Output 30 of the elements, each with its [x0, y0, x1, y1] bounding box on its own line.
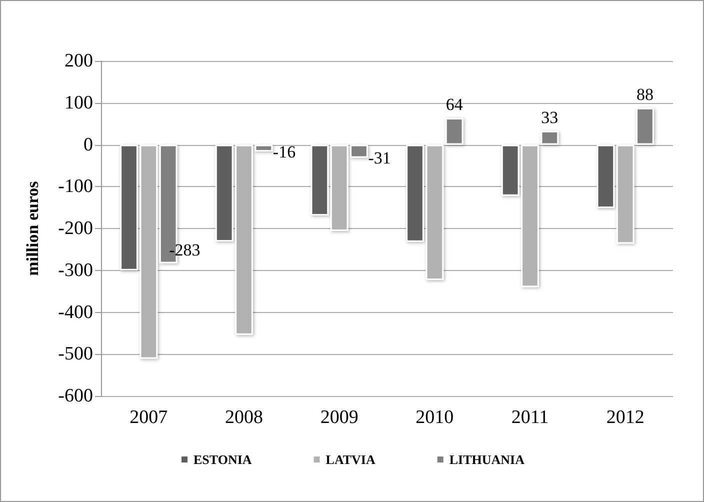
- y-tick-label: -500: [58, 344, 93, 365]
- y-tick-label: -200: [58, 218, 93, 239]
- bar: [540, 130, 559, 145]
- bar: [596, 144, 615, 208]
- x-tick-label: 2009: [320, 407, 358, 428]
- y-tick-label: 100: [64, 92, 93, 114]
- y-axis-title: million euros: [23, 180, 42, 276]
- x-tick-label: 2008: [225, 407, 263, 428]
- x-tick-label: 2011: [511, 407, 549, 428]
- data-label: -31: [368, 148, 391, 168]
- data-label: 33: [541, 108, 558, 127]
- y-tick-label: 200: [64, 50, 93, 72]
- legend-label: LITHUANIA: [449, 452, 526, 467]
- x-tick-label: 2012: [606, 407, 644, 428]
- legend-label: LATVIA: [326, 452, 376, 467]
- data-label: 64: [446, 94, 464, 114]
- bar: [445, 118, 464, 145]
- legend-label: ESTONIA: [193, 452, 252, 467]
- data-label: 88: [636, 84, 654, 104]
- y-tick-label: -300: [58, 260, 93, 281]
- y-tick-label: 0: [84, 134, 93, 156]
- x-tick-label: 2010: [416, 407, 454, 428]
- y-tick-label: -400: [58, 302, 93, 323]
- bar: [636, 108, 654, 145]
- y-tick-label: -600: [58, 386, 93, 406]
- bar: [310, 144, 329, 216]
- x-tick-label: 2007: [130, 407, 168, 428]
- data-label: -283: [169, 240, 200, 260]
- data-label: -16: [272, 142, 296, 162]
- y-tick-label: -100: [58, 176, 93, 198]
